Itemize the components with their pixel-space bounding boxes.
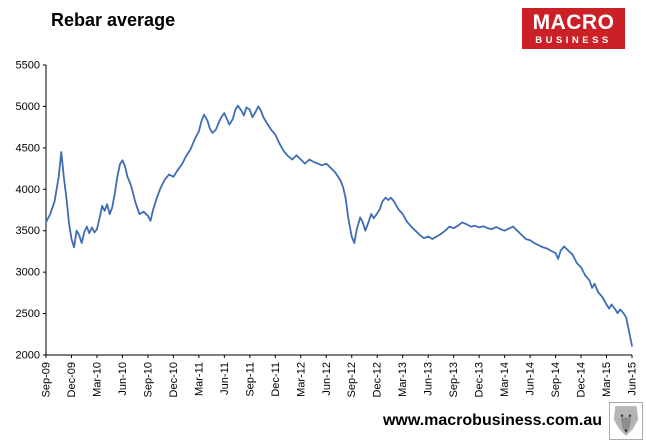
svg-text:Mar-11: Mar-11 — [193, 362, 205, 396]
svg-text:Sep-10: Sep-10 — [142, 362, 154, 397]
svg-text:Jun-11: Jun-11 — [219, 362, 231, 395]
svg-text:2500: 2500 — [16, 308, 40, 320]
svg-text:Jun-14: Jun-14 — [525, 362, 537, 396]
svg-text:Dec-12: Dec-12 — [372, 362, 384, 397]
svg-text:5500: 5500 — [16, 60, 40, 72]
svg-text:Dec-10: Dec-10 — [168, 362, 180, 397]
svg-text:Sep-09: Sep-09 — [41, 362, 53, 397]
svg-text:Mar-13: Mar-13 — [397, 362, 409, 397]
svg-text:Jun-15: Jun-15 — [627, 362, 639, 396]
logo-line2: BUSINESS — [535, 34, 612, 46]
svg-text:3500: 3500 — [16, 225, 40, 237]
svg-text:Mar-12: Mar-12 — [295, 362, 307, 397]
svg-text:Sep-14: Sep-14 — [550, 362, 562, 397]
svg-text:Jun-10: Jun-10 — [117, 362, 129, 396]
rebar-average-line-chart: 2000 2500 3000 3500 4000 4500 5000 5500 Sep-09 De… — [16, 60, 639, 398]
svg-text:Dec-13: Dec-13 — [474, 362, 486, 397]
svg-text:4000: 4000 — [16, 184, 40, 196]
svg-text:2000: 2000 — [16, 350, 40, 362]
svg-text:Sep-11: Sep-11 — [244, 362, 256, 397]
svg-text:3000: 3000 — [16, 267, 40, 279]
svg-text:Sep-12: Sep-12 — [346, 362, 358, 397]
svg-text:Mar-15: Mar-15 — [601, 362, 613, 397]
svg-text:Jun-13: Jun-13 — [423, 362, 435, 396]
svg-text:4500: 4500 — [16, 142, 40, 154]
svg-text:Mar-10: Mar-10 — [91, 362, 103, 397]
svg-text:Dec-09: Dec-09 — [66, 362, 78, 397]
logo-line1: MACRO — [532, 10, 615, 34]
svg-text:Jun-12: Jun-12 — [321, 362, 333, 396]
footer-url: www.macrobusiness.com.au — [382, 412, 602, 429]
svg-text:5000: 5000 — [16, 101, 40, 113]
svg-text:Dec-11: Dec-11 — [270, 362, 282, 397]
wolf-head-graphic — [613, 406, 639, 436]
svg-text:Dec-14: Dec-14 — [576, 362, 588, 397]
svg-text:Sep-13: Sep-13 — [448, 362, 460, 397]
macrobusiness-logo: MACRO BUSINESS — [522, 8, 625, 49]
svg-text:Mar-14: Mar-14 — [499, 362, 511, 397]
wolf-logo-icon — [609, 402, 643, 440]
footer-bar: www.macrobusiness.com.au — [0, 401, 646, 441]
page-title: Rebar average — [51, 10, 176, 30]
